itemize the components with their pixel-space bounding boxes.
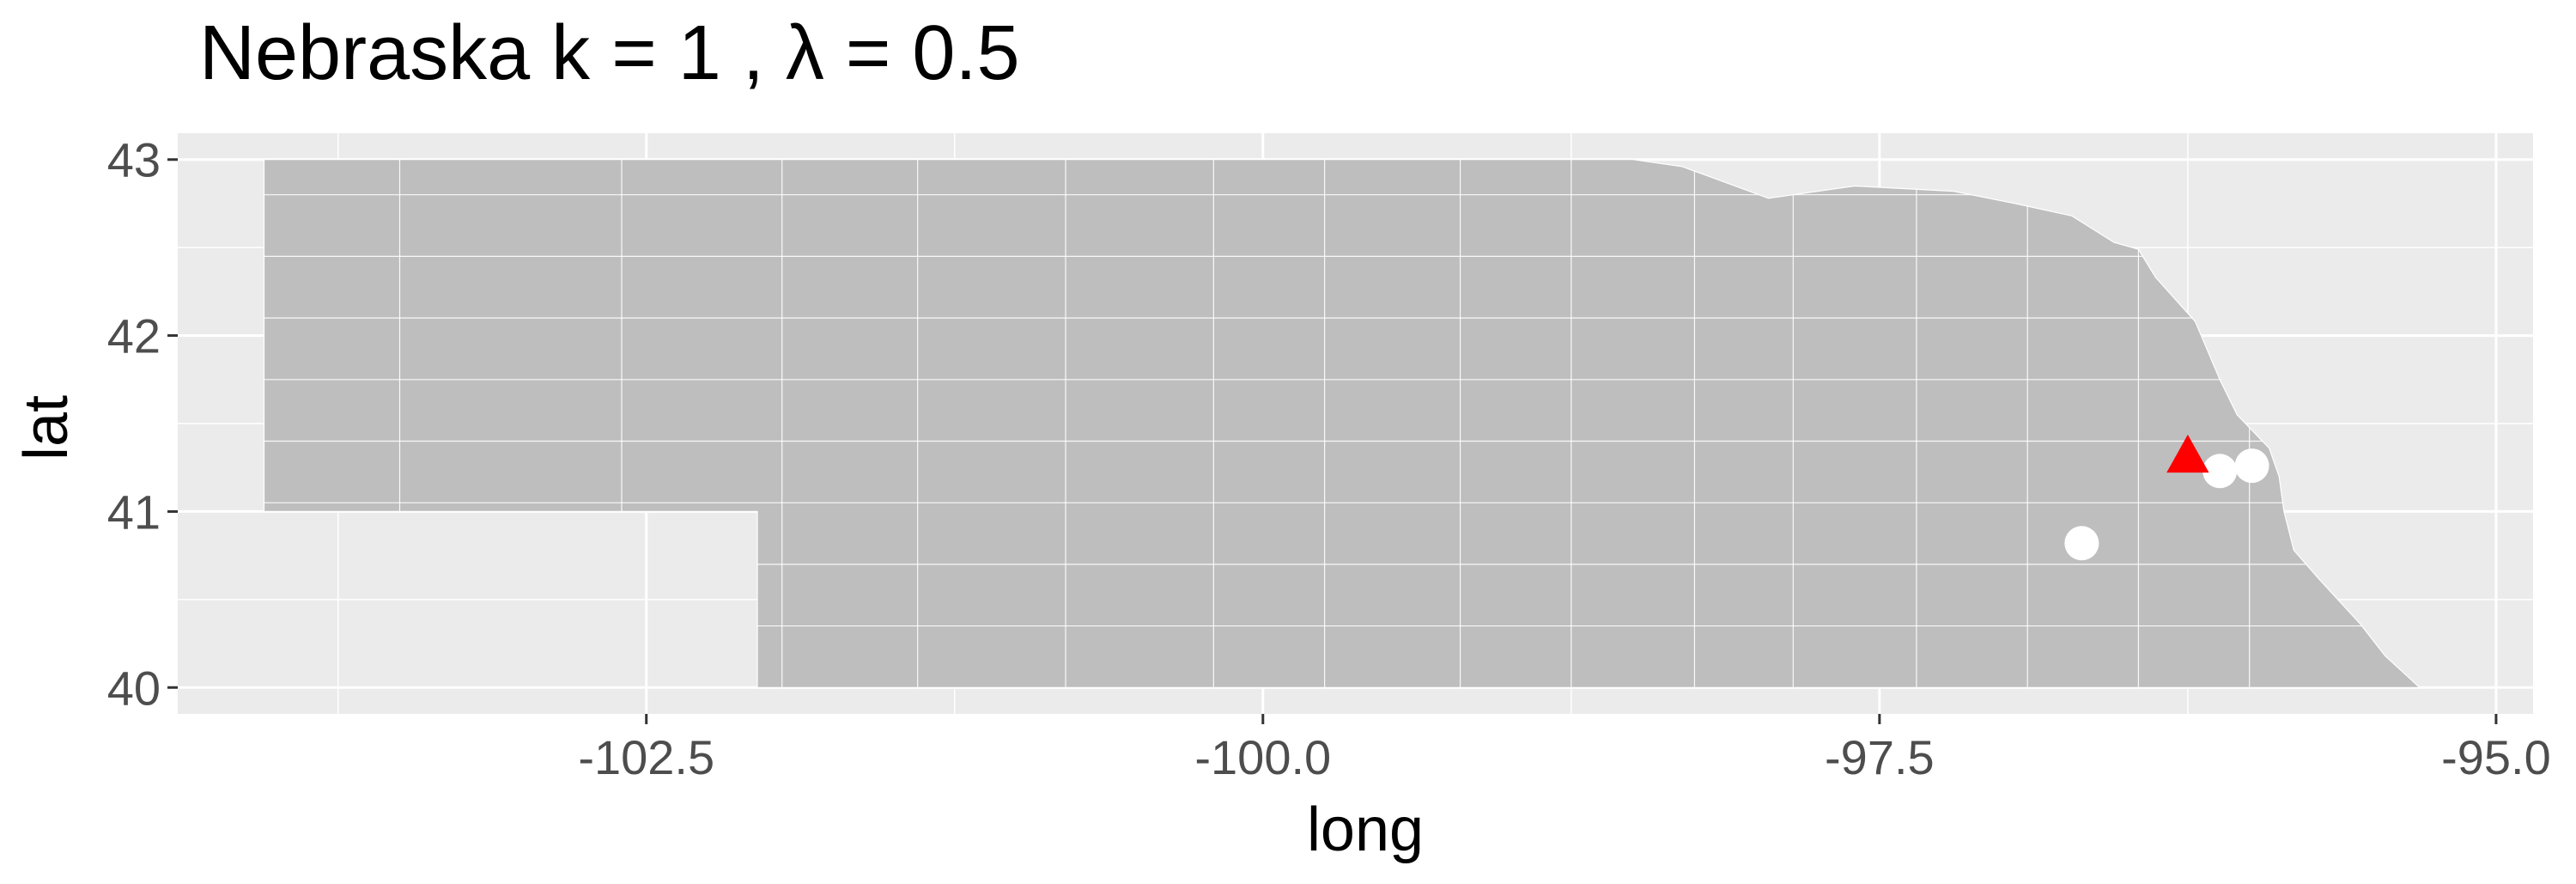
x-tick-label: -102.5	[578, 730, 714, 784]
y-tick-label: 40	[107, 661, 161, 715]
nebraska-outline	[263, 159, 2421, 688]
y-tick-label: 42	[107, 309, 161, 363]
x-tick-label: -97.5	[1825, 730, 1935, 784]
circle-point	[2234, 448, 2269, 484]
triangle-point	[2166, 434, 2209, 473]
plot-title: Nebraska k = 1 , λ = 0.5	[199, 10, 1020, 96]
x-tick-label: -100.0	[1194, 730, 1331, 784]
y-axis: 40 41 42 43	[107, 133, 178, 715]
y-tick-label: 43	[107, 133, 161, 187]
data-points	[2064, 434, 2269, 561]
nebraska-state-map	[263, 159, 2421, 688]
x-tick-label: -95.0	[2441, 730, 2551, 784]
circle-point	[2202, 454, 2238, 489]
county-borders	[264, 159, 2420, 688]
x-axis: -102.5 -100.0 -97.5 -95.0	[578, 714, 2551, 784]
circle-point	[2064, 526, 2099, 561]
y-axis-title: lat	[12, 395, 81, 460]
x-axis-title: long	[1307, 796, 1424, 864]
y-tick-label: 41	[107, 485, 161, 539]
